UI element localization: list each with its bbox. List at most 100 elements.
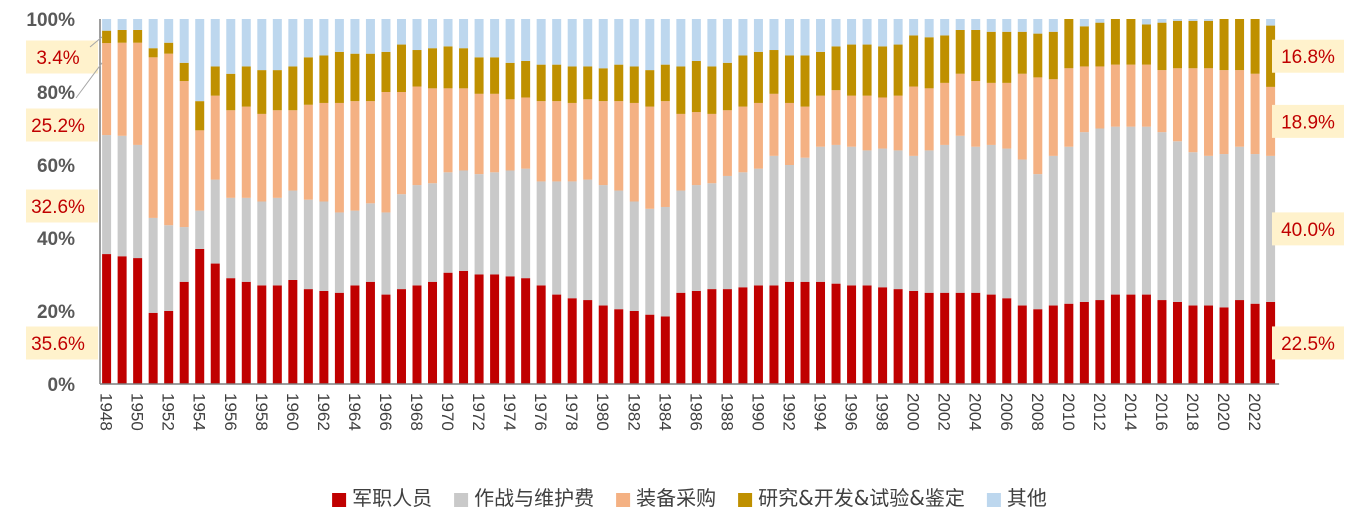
- bar-segment-1976-s4: [536, 19, 546, 65]
- bar-segment-2018-s0: [1188, 305, 1198, 384]
- x-tick-label: 1976: [531, 393, 550, 431]
- bar-segment-1977-s3: [552, 64, 562, 102]
- bar-segment-1955-s3: [210, 66, 220, 96]
- bar-segment-2002-s2: [940, 82, 950, 145]
- bar-segment-2001-s3: [924, 37, 934, 89]
- x-tick-label: 1952: [159, 393, 178, 431]
- bar-segment-2010-s2: [1064, 68, 1074, 147]
- bar-segment-1972-s3: [474, 57, 484, 94]
- bar-segment-1985-s0: [676, 292, 686, 384]
- x-tick-label: 1988: [717, 393, 736, 431]
- x-tick-label: 2002: [935, 393, 954, 431]
- bar-segment-2018-s1: [1188, 152, 1198, 306]
- bar-segment-1965-s4: [365, 19, 375, 54]
- bar-segment-1952-s0: [164, 311, 174, 384]
- bar-segment-1996-s4: [847, 19, 857, 45]
- x-tick-label: 1992: [779, 393, 798, 431]
- bar-segment-1957-s3: [241, 66, 251, 107]
- bar-segment-2007-s2: [1017, 73, 1027, 160]
- bar-segment-1971-s1: [459, 170, 469, 271]
- bar-segment-1979-s2: [583, 99, 593, 180]
- bar-segment-1949-s1: [117, 135, 127, 257]
- bar-segment-2019-s1: [1204, 155, 1214, 306]
- bar-segment-2007-s1: [1017, 159, 1027, 306]
- bar-segment-2020-s1: [1219, 154, 1229, 308]
- bar-segment-1967-s2: [396, 92, 406, 195]
- bar-segment-1949-s4: [117, 19, 127, 30]
- bar-segment-2011-s2: [1079, 66, 1089, 133]
- bar-segment-2012-s3: [1095, 22, 1105, 67]
- bar-segment-1950-s3: [133, 29, 143, 43]
- bar-segment-2015-s4: [1141, 19, 1151, 25]
- bar-segment-1986-s1: [691, 185, 701, 291]
- bar-segment-2005-s1: [986, 144, 996, 295]
- bar-segment-1963-s3: [334, 51, 344, 103]
- bar-segment-1981-s4: [614, 19, 624, 65]
- bar-segment-1997-s4: [862, 19, 872, 45]
- bar-segment-1974-s1: [505, 170, 515, 277]
- bar-segment-1955-s2: [210, 95, 220, 180]
- bar-segment-1956-s2: [226, 110, 236, 198]
- bar-segment-1986-s3: [691, 60, 701, 113]
- bar-segment-1976-s2: [536, 101, 546, 182]
- bar-segment-1988-s3: [722, 62, 732, 111]
- bar-segment-2016-s3: [1157, 22, 1167, 71]
- bar-segment-2002-s0: [940, 292, 950, 384]
- bar-segment-2004-s1: [971, 146, 981, 293]
- bar-segment-1993-s0: [800, 281, 810, 384]
- bar-segment-2015-s1: [1141, 126, 1151, 295]
- bar-segment-1986-s4: [691, 19, 701, 61]
- x-tick-label: 2016: [1152, 393, 1171, 431]
- legend: 军职人员 作战与维护费 装备采购 研究&开发&试验&鉴定 其他: [332, 486, 1047, 510]
- bar-segment-1994-s2: [816, 95, 826, 147]
- bar-segment-1954-s2: [195, 130, 205, 211]
- bar-segment-1978-s2: [567, 102, 577, 182]
- bar-segment-1984-s2: [660, 101, 670, 207]
- bar-segment-1952-s2: [164, 53, 174, 226]
- bar-segment-1974-s4: [505, 19, 515, 63]
- bar-segment-1975-s1: [521, 168, 531, 279]
- bar-segment-1956-s3: [226, 73, 236, 111]
- bar-segment-2014-s1: [1126, 126, 1136, 295]
- bar-segment-1996-s2: [847, 95, 857, 147]
- bar-segment-1990-s4: [753, 19, 763, 52]
- callout-left-label: 35.6%: [31, 334, 85, 355]
- bar-segment-1970-s0: [443, 272, 453, 384]
- bar-segment-1966-s1: [381, 212, 391, 295]
- bar-segment-1948-s2: [102, 43, 112, 136]
- bar-segment-2000-s0: [909, 290, 919, 384]
- bar-segment-1965-s0: [365, 281, 375, 384]
- bar-segment-2018-s2: [1188, 68, 1198, 153]
- bar-segment-2018-s4: [1188, 19, 1198, 21]
- bar-segment-1962-s0: [319, 290, 329, 384]
- bar-segment-2007-s3: [1017, 31, 1027, 74]
- bar-segment-1953-s1: [179, 227, 189, 282]
- bar-segment-2014-s2: [1126, 64, 1136, 127]
- bar-segment-1956-s0: [226, 278, 236, 384]
- callout-left-box: [26, 326, 98, 360]
- bar-segment-1988-s1: [722, 175, 732, 290]
- x-tick-label: 2008: [1028, 393, 1047, 431]
- x-tick-label: 1974: [500, 393, 519, 431]
- bar-segment-1972-s4: [474, 19, 484, 58]
- bar-segment-1987-s1: [707, 183, 717, 290]
- legend-item: 军职人员: [332, 486, 432, 510]
- bar-segment-1997-s3: [862, 44, 872, 96]
- bar-segment-2014-s3: [1126, 19, 1136, 65]
- bar-segment-1976-s0: [536, 285, 546, 384]
- bar-segment-2019-s3: [1204, 20, 1214, 69]
- bar-segment-2011-s3: [1079, 26, 1089, 67]
- bar-segment-2003-s2: [955, 73, 965, 136]
- bar-segment-1964-s3: [350, 53, 360, 102]
- bar-segment-1953-s4: [179, 19, 189, 63]
- callout-left-label: 3.4%: [36, 48, 79, 69]
- bar-segment-1960-s2: [288, 110, 298, 191]
- bar-segment-1963-s0: [334, 292, 344, 384]
- bar-segment-2005-s4: [986, 19, 996, 32]
- bar-segment-1961-s0: [303, 289, 313, 384]
- bar-segment-1970-s2: [443, 88, 453, 173]
- bar-segment-1952-s4: [164, 19, 174, 43]
- bar-segment-1995-s3: [831, 46, 841, 91]
- bar-segment-1957-s1: [241, 197, 251, 282]
- bar-segment-2009-s0: [1048, 305, 1058, 384]
